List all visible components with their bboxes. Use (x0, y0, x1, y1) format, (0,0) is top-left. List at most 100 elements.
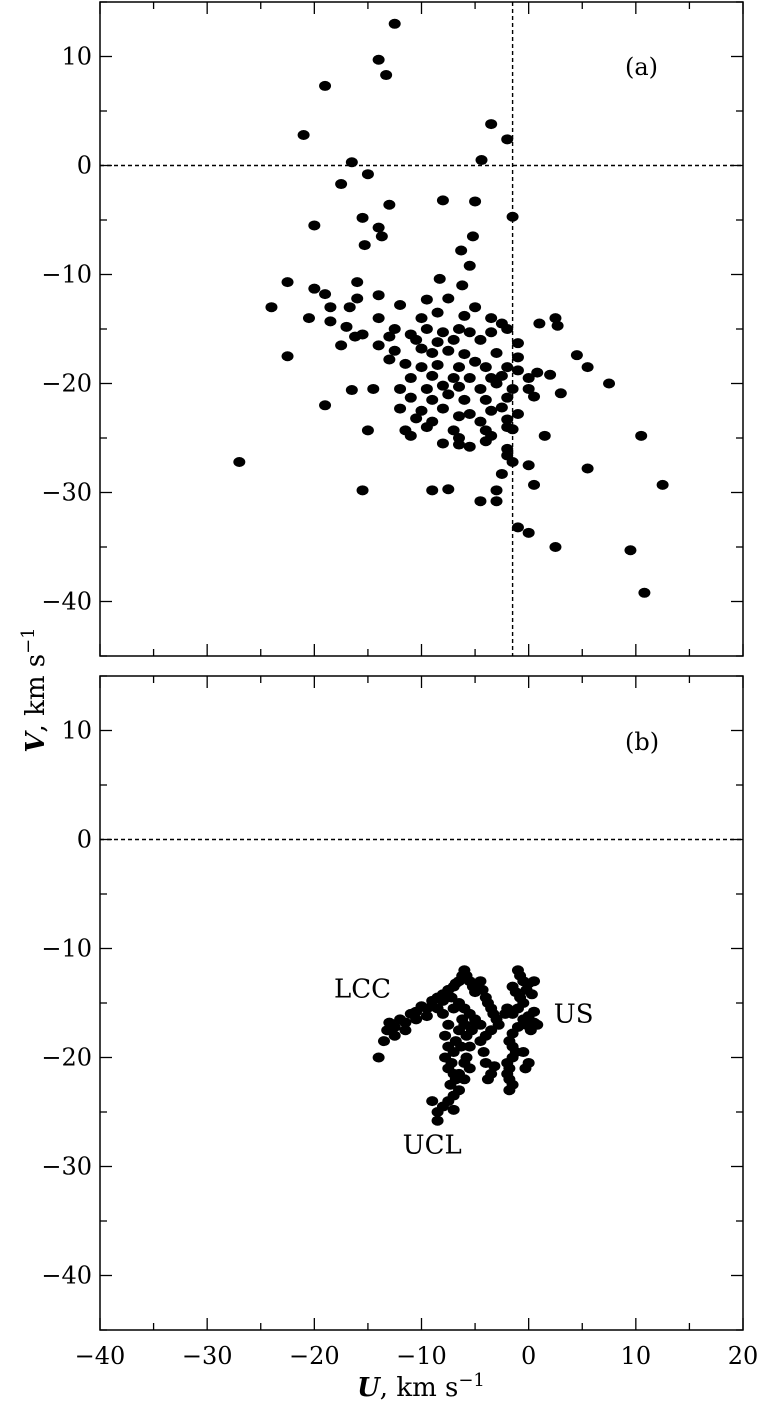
data-point (474, 383, 487, 394)
panel-a-label: (a) (625, 53, 658, 81)
data-point (349, 331, 362, 342)
data-point (380, 70, 393, 81)
data-point (517, 1047, 530, 1058)
data-point (319, 400, 332, 411)
data-point (453, 362, 466, 373)
data-point (528, 479, 541, 490)
data-point (281, 351, 294, 362)
data-point (442, 293, 455, 304)
data-point (635, 430, 648, 441)
data-point (522, 383, 535, 394)
data-point (420, 422, 433, 433)
data-point (436, 403, 449, 414)
y-tick-label: 0 (77, 152, 92, 180)
data-point (340, 321, 353, 332)
data-point (343, 302, 356, 313)
data-point (474, 334, 487, 345)
x-tick-label: −40 (75, 1342, 126, 1370)
data-point (447, 1104, 460, 1115)
data-point (372, 222, 385, 233)
data-point (458, 349, 471, 360)
data-point (388, 1021, 401, 1032)
data-point (265, 302, 278, 313)
data-point (501, 414, 514, 425)
data-point (372, 340, 385, 351)
data-point (442, 345, 455, 356)
data-point (490, 347, 503, 358)
data-point (399, 1025, 412, 1036)
data-point (511, 409, 524, 420)
data-point (308, 283, 321, 294)
data-point (479, 394, 492, 405)
x-tick-label: −10 (396, 1342, 447, 1370)
data-point (335, 340, 348, 351)
data-point (383, 199, 396, 210)
data-point (538, 430, 551, 441)
data-point (570, 350, 583, 361)
data-point (474, 1036, 487, 1047)
data-point (506, 456, 519, 467)
cluster-label: LCC (334, 975, 391, 1005)
data-point (442, 484, 455, 495)
panel-a-points (233, 18, 669, 598)
data-point (581, 463, 594, 474)
data-point (469, 1017, 482, 1028)
data-point (528, 391, 541, 402)
data-point (394, 383, 407, 394)
data-point (469, 302, 482, 313)
data-point (404, 373, 417, 384)
data-point (372, 290, 385, 301)
data-point (490, 496, 503, 507)
data-point (479, 436, 492, 447)
x-tick-label: 20 (728, 1342, 759, 1370)
data-point (361, 169, 374, 180)
data-point (522, 460, 535, 471)
data-point (485, 405, 498, 416)
data-point (436, 327, 449, 338)
data-point (638, 587, 651, 598)
data-point (458, 1019, 471, 1030)
data-point (297, 129, 310, 140)
data-point (474, 416, 487, 427)
data-point (511, 338, 524, 349)
data-point (431, 337, 444, 348)
data-point (453, 324, 466, 334)
data-point (372, 54, 385, 65)
panel-b-label: (b) (625, 728, 659, 756)
data-point (399, 1017, 412, 1028)
data-point (495, 468, 508, 479)
data-point (345, 385, 358, 396)
data-point (383, 354, 396, 365)
data-point (490, 378, 503, 389)
data-point (453, 1085, 466, 1096)
data-point (463, 260, 476, 271)
data-point (439, 1052, 452, 1063)
data-point (426, 347, 439, 358)
y-axis-title-units: , km s (21, 654, 51, 733)
data-point (383, 331, 396, 342)
y-tick-label: −40 (41, 1262, 92, 1290)
data-point (463, 1041, 476, 1052)
data-point (447, 334, 460, 345)
panel-a-reference-lines (100, 2, 743, 656)
panel-b-y-tick-labels: 10 0 −10 −20 −30 −40 (41, 717, 92, 1290)
data-point (442, 1019, 455, 1030)
data-point (345, 157, 358, 168)
data-point (399, 358, 412, 369)
data-point (415, 313, 428, 324)
data-point (442, 1063, 455, 1074)
data-point (453, 411, 466, 422)
data-point (453, 439, 466, 450)
data-point (447, 1003, 460, 1014)
data-point (426, 485, 439, 496)
data-point (501, 362, 514, 373)
y-tick-label: 0 (77, 826, 92, 854)
y-tick-label: −10 (41, 261, 92, 289)
data-point (503, 1085, 516, 1096)
data-point (463, 441, 476, 452)
data-point (501, 134, 514, 145)
data-point (447, 373, 460, 384)
data-point (447, 425, 460, 436)
data-point (549, 542, 562, 552)
